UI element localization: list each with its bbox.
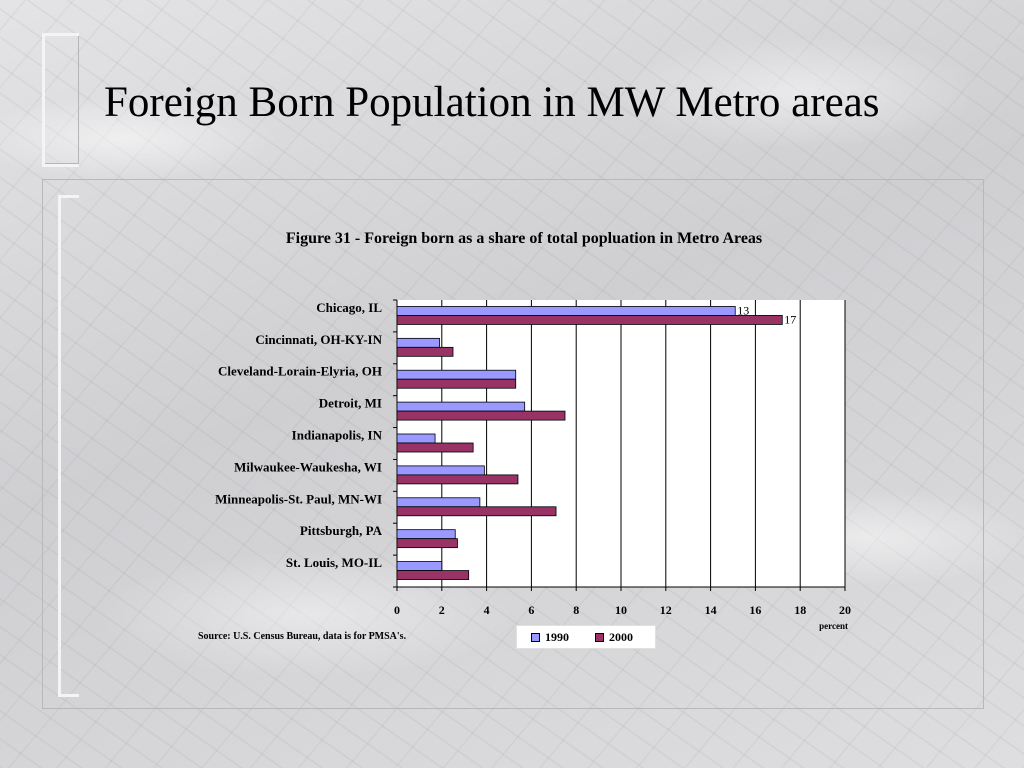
- x-tick-label: 8: [573, 603, 579, 617]
- legend-item-2000: 2000: [595, 630, 633, 645]
- x-tick-label: 0: [394, 603, 400, 617]
- bar-2000: [396, 538, 458, 549]
- data-label: 13: [737, 304, 749, 318]
- bar-2000: [396, 378, 517, 389]
- x-tick-label: 2: [439, 603, 445, 617]
- x-tick-label: 4: [484, 603, 490, 617]
- x-tick-label: 20: [839, 603, 851, 617]
- bar-1990: [396, 433, 436, 444]
- category-label: Indianapolis, IN: [292, 427, 383, 442]
- bar-2000: [396, 346, 454, 357]
- bar-2000: [396, 442, 474, 453]
- category-label: Minneapolis-St. Paul, MN-WI: [215, 491, 382, 506]
- category-label: Cleveland-Lorain-Elyria, OH: [218, 364, 382, 379]
- bar-2000: [396, 410, 566, 421]
- bar-1990: [396, 561, 443, 571]
- bar-2000: [396, 474, 519, 485]
- category-label: Milwaukee-Waukesha, WI: [234, 459, 382, 474]
- decorative-bracket-left: [58, 195, 79, 697]
- bar-1990: [396, 529, 456, 540]
- x-tick-label: 18: [794, 603, 806, 617]
- bar-2000: [396, 506, 557, 517]
- source-note: Source: U.S. Census Bureau, data is for …: [198, 631, 407, 642]
- data-label: 17: [784, 313, 796, 327]
- content-frame: [42, 179, 984, 709]
- x-tick-label: 12: [660, 603, 672, 617]
- category-label: Detroit, MI: [319, 396, 382, 411]
- x-tick-label: 6: [528, 603, 534, 617]
- bar-2000: [396, 315, 783, 325]
- x-tick-label: 14: [705, 603, 717, 617]
- bar-1990: [396, 369, 517, 380]
- legend-label-1990: 1990: [545, 629, 569, 644]
- bar-1990: [396, 306, 736, 316]
- category-label: Chicago, IL: [316, 300, 382, 315]
- x-tick-label: 10: [615, 603, 627, 617]
- category-label: St. Louis, MO-IL: [286, 555, 382, 570]
- chart-title: Figure 31 - Foreign born as a share of t…: [285, 230, 763, 247]
- category-label: Cincinnati, OH-KY-IN: [255, 332, 382, 347]
- bar-2000: [396, 570, 470, 580]
- legend-label-2000: 2000: [609, 629, 633, 644]
- legend-item-1990: 1990: [531, 630, 569, 645]
- chart-legend: 1990 2000: [516, 625, 656, 649]
- bar-1990: [396, 497, 481, 508]
- legend-swatch-1990: [531, 632, 540, 642]
- bar-1990: [396, 337, 440, 348]
- category-label: Pittsburgh, PA: [300, 523, 383, 538]
- x-axis-title: percent: [819, 621, 848, 631]
- x-tick-label: 16: [749, 603, 761, 617]
- slide-title: Foreign Born Population in MW Metro area…: [104, 79, 880, 126]
- decorative-bracket-top: [42, 33, 79, 167]
- bar-1990: [396, 401, 526, 412]
- bar-1990: [396, 465, 485, 476]
- legend-swatch-2000: [595, 632, 604, 642]
